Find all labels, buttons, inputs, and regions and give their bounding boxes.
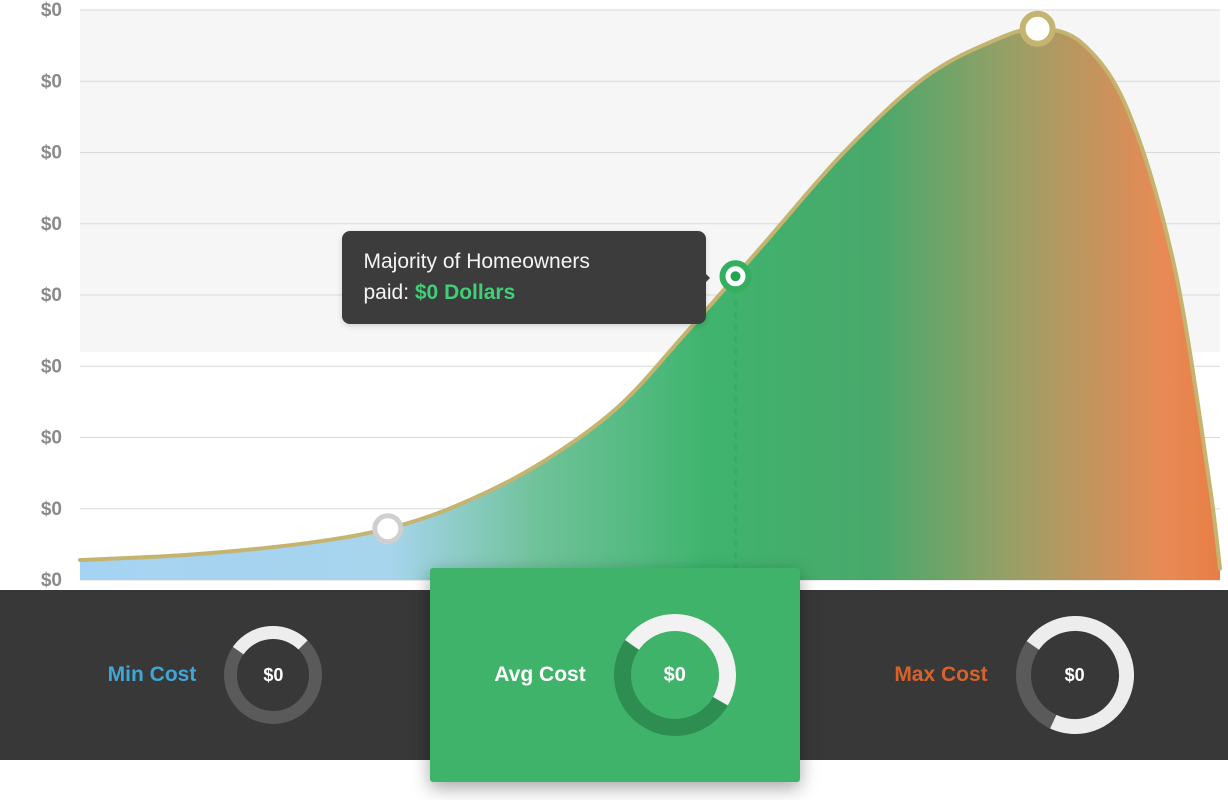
svg-text:$0: $0	[41, 428, 62, 449]
max-cost-content: Max Cost $0	[894, 616, 1133, 734]
svg-text:$0: $0	[41, 71, 62, 92]
max-cost-card: Max Cost $0	[800, 590, 1228, 760]
avg-cost-card: Avg Cost $0	[430, 568, 800, 782]
min-cost-card: Min Cost $0	[0, 590, 430, 760]
min-cost-label: Min Cost	[108, 663, 197, 687]
max-cost-donut: $0	[1016, 616, 1134, 734]
avg-cost-label: Avg Cost	[494, 663, 585, 687]
svg-text:$0: $0	[41, 499, 62, 520]
svg-text:$0: $0	[41, 285, 62, 306]
avg-cost-donut: $0	[614, 614, 736, 736]
chart-area: $0 $0 $0 $0 $0 $0 $0 $0 $0 Majority of Homeowner…	[0, 0, 1228, 590]
min-cost-donut: $0	[224, 626, 322, 724]
tooltip-line1: Majority of Homeowners	[364, 247, 684, 277]
min-cost-value: $0	[224, 626, 322, 724]
svg-text:$0: $0	[41, 0, 62, 21]
svg-text:$0: $0	[41, 356, 62, 377]
max-cost-label: Max Cost	[894, 663, 987, 687]
cost-chart-widget: $0 $0 $0 $0 $0 $0 $0 $0 $0 Majority of Homeowner…	[0, 0, 1228, 800]
max-cost-value: $0	[1016, 616, 1134, 734]
tooltip-line2-value: $0 Dollars	[415, 281, 515, 304]
svg-text:$0: $0	[41, 570, 62, 590]
svg-text:$0: $0	[41, 214, 62, 235]
avg-cost-value: $0	[614, 614, 736, 736]
tooltip-line2-prefix: paid:	[364, 281, 415, 304]
avg-cost-content: Avg Cost $0	[494, 614, 735, 736]
min-cost-content: Min Cost $0	[108, 626, 323, 724]
avg-tooltip: Majority of Homeowners paid: $0 Dollars	[342, 231, 706, 324]
cost-summary-panel: Min Cost $0 Avg Cost $0 Max Cost	[0, 590, 1228, 770]
svg-text:$0: $0	[41, 143, 62, 164]
tooltip-line2: paid: $0 Dollars	[364, 278, 684, 308]
